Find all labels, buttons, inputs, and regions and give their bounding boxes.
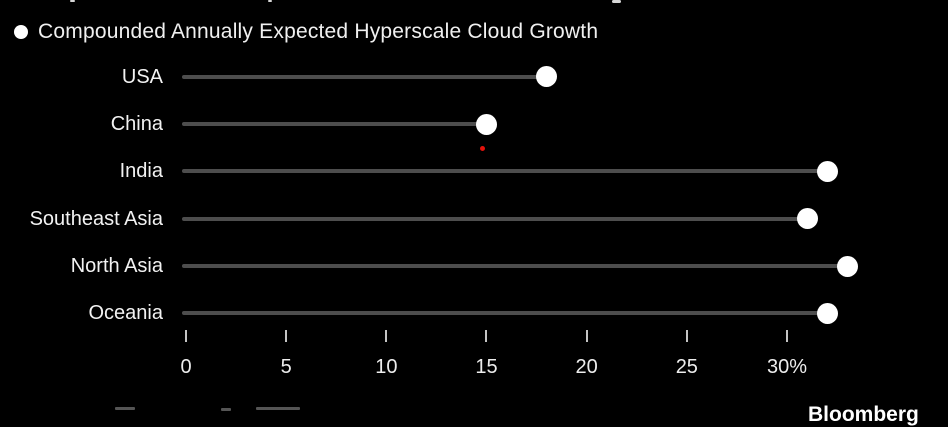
category-label-north-asia: North Asia bbox=[70, 255, 163, 278]
x-axis-tick-label: 5 bbox=[280, 356, 292, 378]
data-point-dot-north-asia bbox=[836, 255, 858, 277]
legend-label: Compounded Annually Expected Hyperscale … bbox=[38, 20, 599, 43]
stem-line-oceania bbox=[182, 311, 828, 316]
cropped-source-fragment bbox=[221, 408, 231, 411]
data-point-dot-oceania bbox=[816, 302, 838, 324]
x-axis-tick bbox=[685, 330, 688, 342]
data-point-dot-china bbox=[475, 113, 497, 135]
x-axis-tick bbox=[485, 330, 488, 342]
category-label-southeast-asia: Southeast Asia bbox=[29, 207, 163, 230]
category-label-usa: USA bbox=[121, 65, 163, 88]
stem-line-china bbox=[182, 122, 487, 127]
annotation-dot bbox=[479, 145, 485, 151]
x-axis-tick bbox=[585, 330, 588, 342]
cropped-source-fragment bbox=[115, 407, 135, 410]
brand-wordmark: Bloomberg bbox=[808, 403, 919, 426]
stem-line-north-asia bbox=[182, 264, 848, 269]
category-label-china: China bbox=[110, 113, 163, 136]
plot-area: USA China India Southeast Asia North Asia Oce… bbox=[29, 65, 858, 378]
cropped-title-fragment bbox=[70, 0, 75, 2]
data-point-dot-usa bbox=[536, 66, 558, 88]
category-label-oceania: Oceania bbox=[88, 302, 164, 325]
data-point-dot-southeast-asia bbox=[796, 208, 818, 230]
cropped-source-fragment bbox=[256, 407, 300, 410]
cropped-title-fragment bbox=[612, 0, 621, 3]
x-axis-tick bbox=[185, 330, 187, 342]
stem-line-usa bbox=[182, 74, 547, 79]
x-axis-tick-label: 0 bbox=[180, 356, 192, 378]
x-axis-tick bbox=[285, 330, 288, 342]
x-axis-tick bbox=[785, 330, 788, 342]
stem-line-southeast-asia bbox=[182, 216, 808, 221]
x-axis-tick-label: 20 bbox=[575, 356, 598, 378]
legend-marker-icon bbox=[14, 25, 28, 39]
x-axis-tick bbox=[385, 330, 388, 342]
legend: Compounded Annually Expected Hyperscale … bbox=[14, 20, 598, 44]
data-point-dot-india bbox=[816, 160, 838, 182]
x-axis-tick-label: 15 bbox=[475, 356, 498, 378]
category-label-india: India bbox=[119, 160, 163, 183]
stem-line-india bbox=[182, 169, 828, 174]
x-axis-tick-label: 10 bbox=[375, 356, 398, 378]
x-axis-tick-label: 25 bbox=[675, 356, 698, 378]
cropped-title-fragment bbox=[268, 0, 272, 2]
x-axis-tick-label: 30% bbox=[766, 356, 807, 378]
